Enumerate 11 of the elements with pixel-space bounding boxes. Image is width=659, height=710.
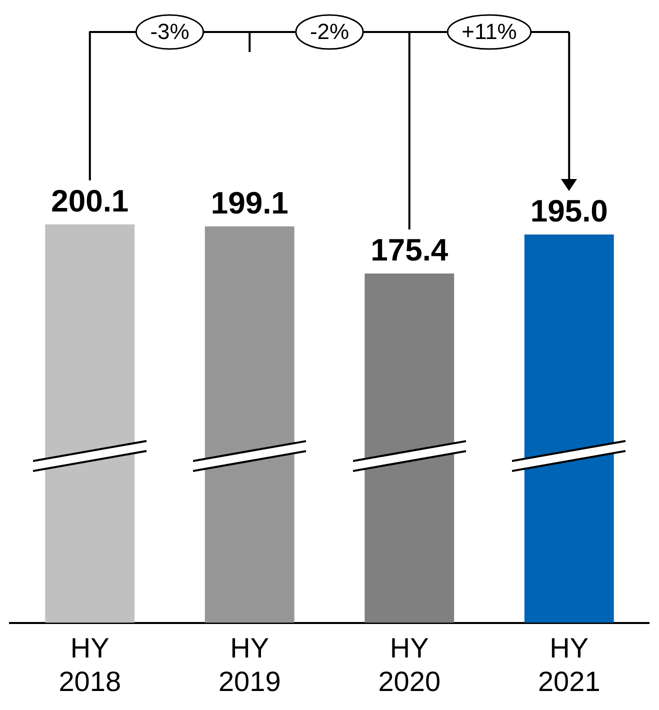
data-label: 199.1 (210, 185, 288, 220)
x-tick-label: HY 2020 (378, 632, 441, 697)
x-tick-label: HY 2018 (58, 632, 122, 697)
data-label: 195.0 (530, 194, 608, 229)
x-tick-label: HY 2019 (218, 632, 281, 697)
data-label: 175.4 (370, 232, 449, 268)
x-tick-label: HY 2021 (538, 632, 600, 697)
text: +11% (462, 19, 517, 44)
text: -3% (150, 19, 190, 44)
data-label: 200.1 (51, 183, 129, 218)
text: -2% (310, 19, 350, 44)
